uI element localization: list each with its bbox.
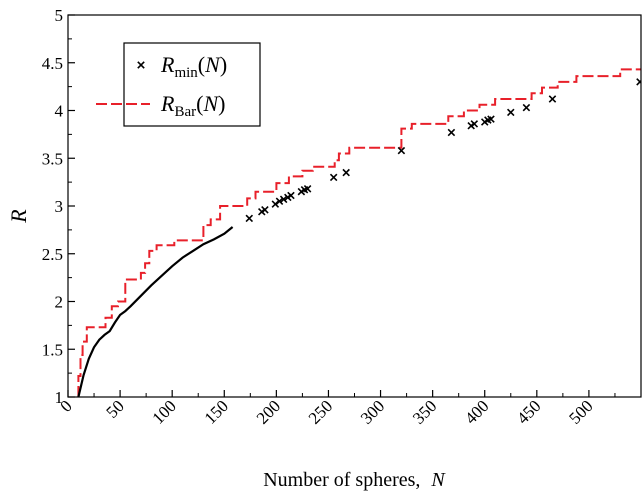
legend-marker-x [137, 61, 145, 69]
legend: Rmin(N)RBar(N) [96, 42, 261, 127]
scatter-point-stroke [342, 168, 350, 177]
y-tick-label: 2.5 [42, 245, 63, 264]
scatter-point-stroke [487, 115, 495, 123]
scatter-point-stroke [507, 108, 515, 117]
scatter-point [470, 120, 479, 128]
scatter-point-stroke [636, 79, 641, 86]
scatter-point [522, 103, 531, 112]
scatter-point-stroke [271, 200, 280, 208]
legend-entry-subscript: Bar [174, 104, 196, 120]
scatter-point [245, 214, 254, 223]
legend-entry-argument: ( [196, 91, 203, 116]
scatter-point [287, 191, 295, 200]
legend-entry-label: Rmin(N) [160, 52, 227, 81]
legend-entry-argument-var: N [204, 52, 221, 77]
y-tick-label: 1 [55, 388, 64, 407]
legend-entry-argument-var: N [202, 91, 219, 116]
x-tick-label: 200 [253, 396, 284, 427]
y-tick-label: 2 [55, 293, 64, 312]
scatter-point-stroke [397, 146, 406, 155]
scatter-point [303, 185, 312, 193]
legend-entry-label: RBar(N) [160, 91, 225, 120]
x-tick-label: 150 [201, 396, 232, 427]
scatter-point-stroke [522, 103, 531, 112]
scatter-point [275, 197, 284, 205]
x-tick-label: 350 [409, 396, 440, 427]
y-tick-label: 5 [55, 6, 64, 25]
scatter-point [397, 146, 406, 155]
x-axis-label-text: Number of spheres, [263, 469, 420, 491]
legend-entry-symbol: R [160, 52, 175, 77]
y-tick-label: 3 [55, 197, 64, 216]
scatter-point-stroke [245, 214, 254, 223]
scatter-point-stroke [447, 128, 456, 137]
scatter-point [507, 108, 515, 117]
x-tick-label: 300 [357, 396, 388, 427]
x-tick-label: 0 [56, 396, 75, 415]
scatter-point [636, 78, 641, 86]
legend-entry-subscript: min [174, 65, 198, 81]
scatter-point [279, 195, 288, 204]
step-series-line [77, 68, 641, 397]
legend-entry-symbol: R [160, 91, 175, 116]
x-axis-label-var: N [430, 469, 446, 491]
y-tick-label: 4.5 [42, 54, 63, 73]
x-tick-label: 500 [565, 396, 596, 427]
scatter-point-stroke [261, 206, 269, 214]
scatter-point [342, 168, 350, 177]
scatter-point-stroke [275, 197, 284, 205]
legend-box [123, 42, 261, 127]
scatter-point [261, 206, 269, 214]
scatter-point-stroke [303, 185, 312, 193]
scatter-point [271, 200, 280, 208]
scatter-point [447, 128, 456, 137]
scatter-point-stroke [470, 120, 479, 128]
x-axis-label: Number of spheres, N [263, 469, 446, 491]
legend-entry-argument-close: ) [218, 91, 225, 116]
y-tick-label: 4 [55, 102, 64, 121]
y-tick-label: 1.5 [42, 340, 63, 359]
legend-entry-argument-close: ) [220, 52, 227, 77]
scatter-point [548, 95, 557, 103]
legend-entry-argument: ( [198, 52, 205, 77]
x-tick-label: 450 [513, 396, 544, 427]
y-tick-label: 3.5 [42, 149, 63, 168]
scatter-point-stroke [279, 195, 288, 204]
plot-data [77, 68, 641, 397]
curve-series-line [77, 226, 234, 397]
scatter-point [487, 115, 495, 123]
x-tick-label: 400 [461, 396, 492, 427]
plot-area [77, 68, 641, 397]
legend-marker-stroke [137, 61, 145, 69]
x-tick-label: 50 [102, 396, 127, 421]
x-tick-label: 100 [149, 396, 180, 427]
y-axis-label: R [6, 209, 31, 224]
scatter-point-stroke [548, 95, 557, 103]
x-tick-label: 250 [305, 396, 336, 427]
scatter-point-stroke [287, 191, 295, 200]
scatter-point-stroke [329, 173, 338, 182]
scatter-point [329, 173, 338, 182]
